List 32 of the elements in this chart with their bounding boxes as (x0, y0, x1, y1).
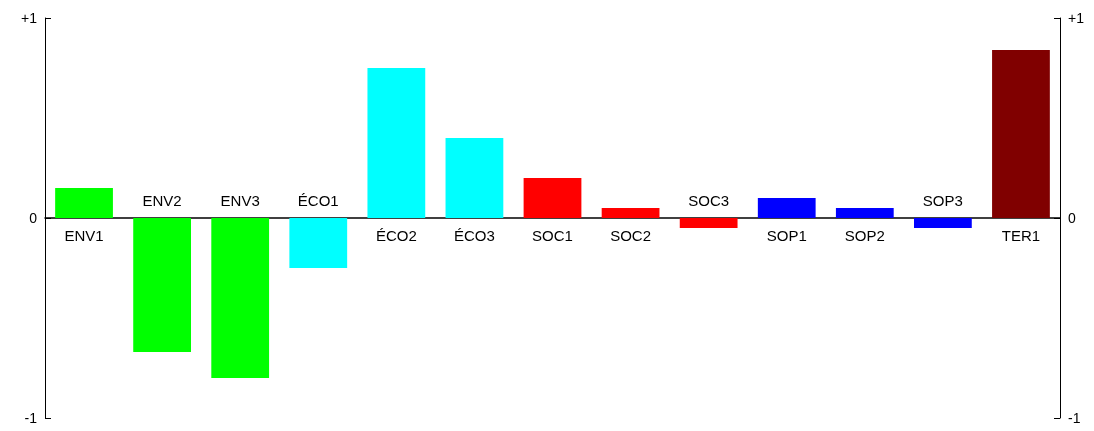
bar (289, 218, 348, 268)
bar (133, 218, 191, 352)
bar (211, 218, 270, 378)
bar (367, 68, 426, 218)
x-tick-label: SOC3 (688, 192, 730, 209)
bar (601, 208, 660, 218)
bar (992, 50, 1050, 218)
x-tick-label: ENV2 (142, 192, 182, 209)
x-tick-label: SOC2 (610, 227, 652, 244)
x-tick-label: SOP2 (844, 227, 885, 244)
bar (757, 198, 816, 218)
x-tick-label: SOP3 (922, 192, 963, 209)
x-tick-label: ENV1 (64, 227, 104, 244)
x-tick-label: SOP1 (766, 227, 807, 244)
bar (445, 138, 504, 218)
y-tick-label: -1 (24, 410, 38, 426)
y-tick-label: +1 (21, 10, 38, 26)
bar (55, 188, 113, 218)
x-tick-label: ÉCO2 (375, 227, 417, 244)
y2-tick-label: +1 (1068, 10, 1085, 26)
y-tick-label: 0 (29, 210, 38, 226)
x-tick-label: ÉCO3 (453, 227, 495, 244)
bar (914, 218, 972, 228)
x-tick-label: TER1 (1001, 227, 1041, 244)
x-tick-label: ENV3 (220, 192, 260, 209)
y2-tick-label: -1 (1068, 410, 1081, 426)
bar (523, 178, 582, 218)
y2-tick-label: 0 (1068, 210, 1076, 226)
bar (679, 218, 738, 228)
x-tick-label: SOC1 (532, 227, 573, 244)
x-tick-label: ÉCO1 (297, 192, 339, 209)
bar (835, 208, 894, 218)
